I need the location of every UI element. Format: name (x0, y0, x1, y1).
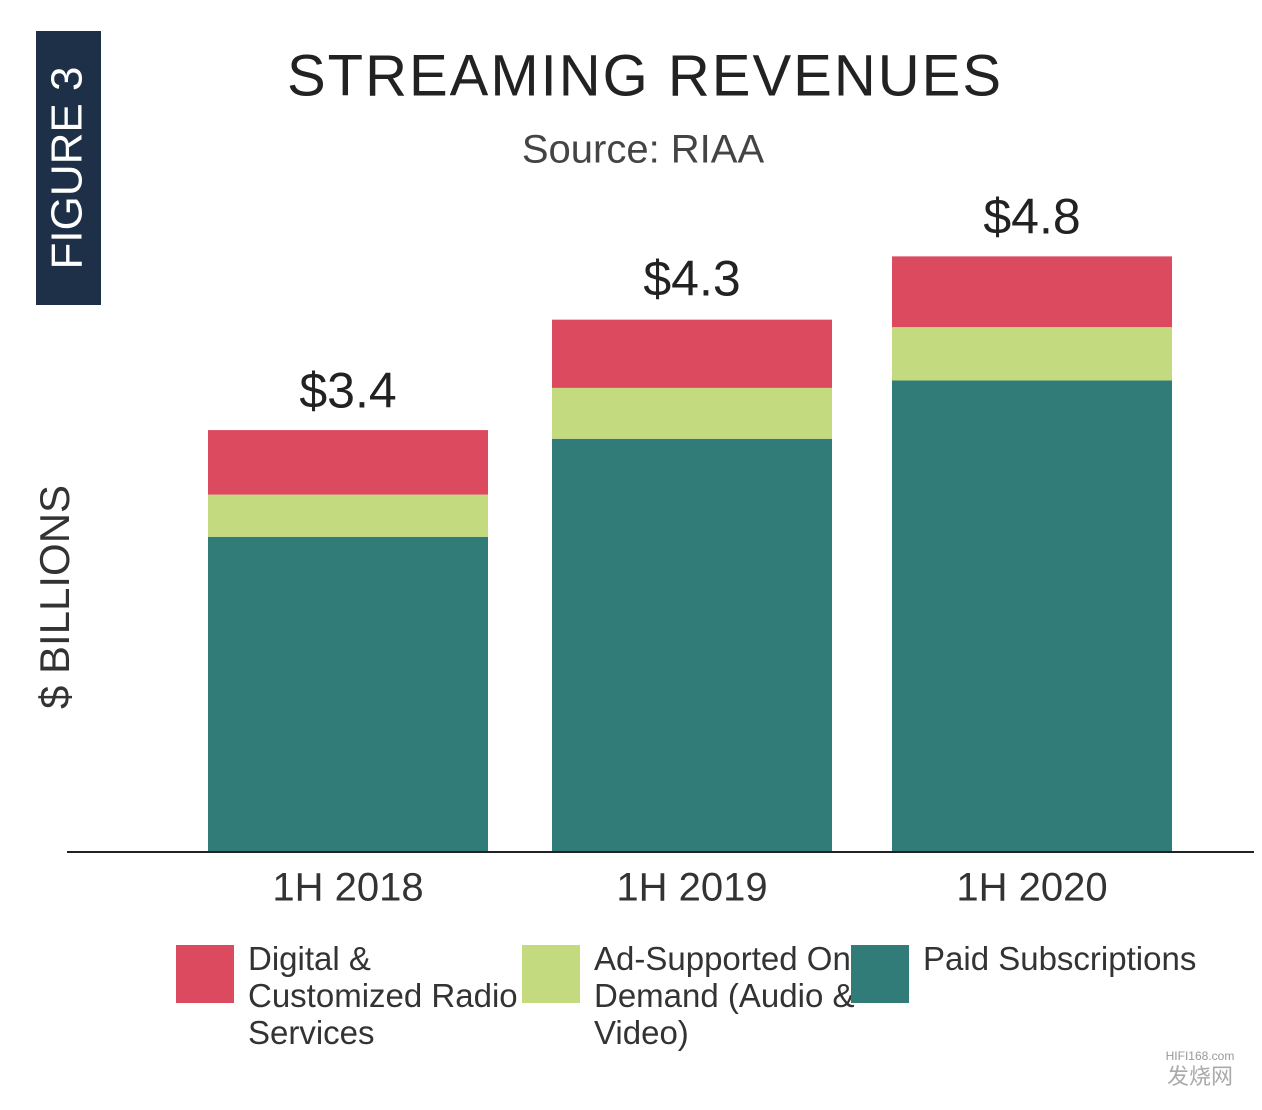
bar-segment (552, 387, 832, 439)
watermark: HIFI168.com (1166, 1049, 1235, 1063)
badge: FIGURE 3 (43, 67, 92, 270)
watermark: 发烧网 (1167, 1064, 1233, 1089)
chart-title: STREAMING REVENUES (287, 43, 1003, 108)
x-tick-label: 1H 2018 (272, 866, 423, 910)
total-label: $4.3 (643, 251, 740, 307)
x-tick-label: 1H 2020 (956, 866, 1107, 910)
x-tick-label: 1H 2019 (616, 866, 767, 910)
bar-segment (208, 494, 488, 537)
legend-swatch (176, 945, 234, 1003)
total-label: $4.8 (983, 189, 1080, 245)
bar-segment (552, 319, 832, 388)
legend-label: Ad-Supported On-Demand (Audio & Video) (594, 940, 862, 1051)
y-axis-label: $ BILLIONS (31, 485, 78, 709)
bar-segment (892, 327, 1172, 381)
badge-box (36, 31, 101, 305)
chart-subtitle: Source: RIAA (522, 128, 765, 172)
bar-segment (208, 536, 488, 852)
legend-item: Digital & Customized Radio Services (176, 940, 523, 1051)
total-label: $3.4 (299, 362, 396, 418)
legend-label: Paid Subscriptions (923, 940, 1197, 977)
legend-swatch (851, 945, 909, 1003)
legend-item: Ad-Supported On-Demand (Audio & Video) (522, 940, 869, 1051)
bar-segment (892, 380, 1172, 852)
bar-segment (892, 256, 1172, 328)
bar-segment (208, 430, 488, 495)
legend-item: Paid Subscriptions (851, 940, 1262, 1003)
bar-segment (552, 438, 832, 852)
legend-swatch (522, 945, 580, 1003)
legend-label: Digital & Customized Radio Services (248, 940, 518, 1051)
